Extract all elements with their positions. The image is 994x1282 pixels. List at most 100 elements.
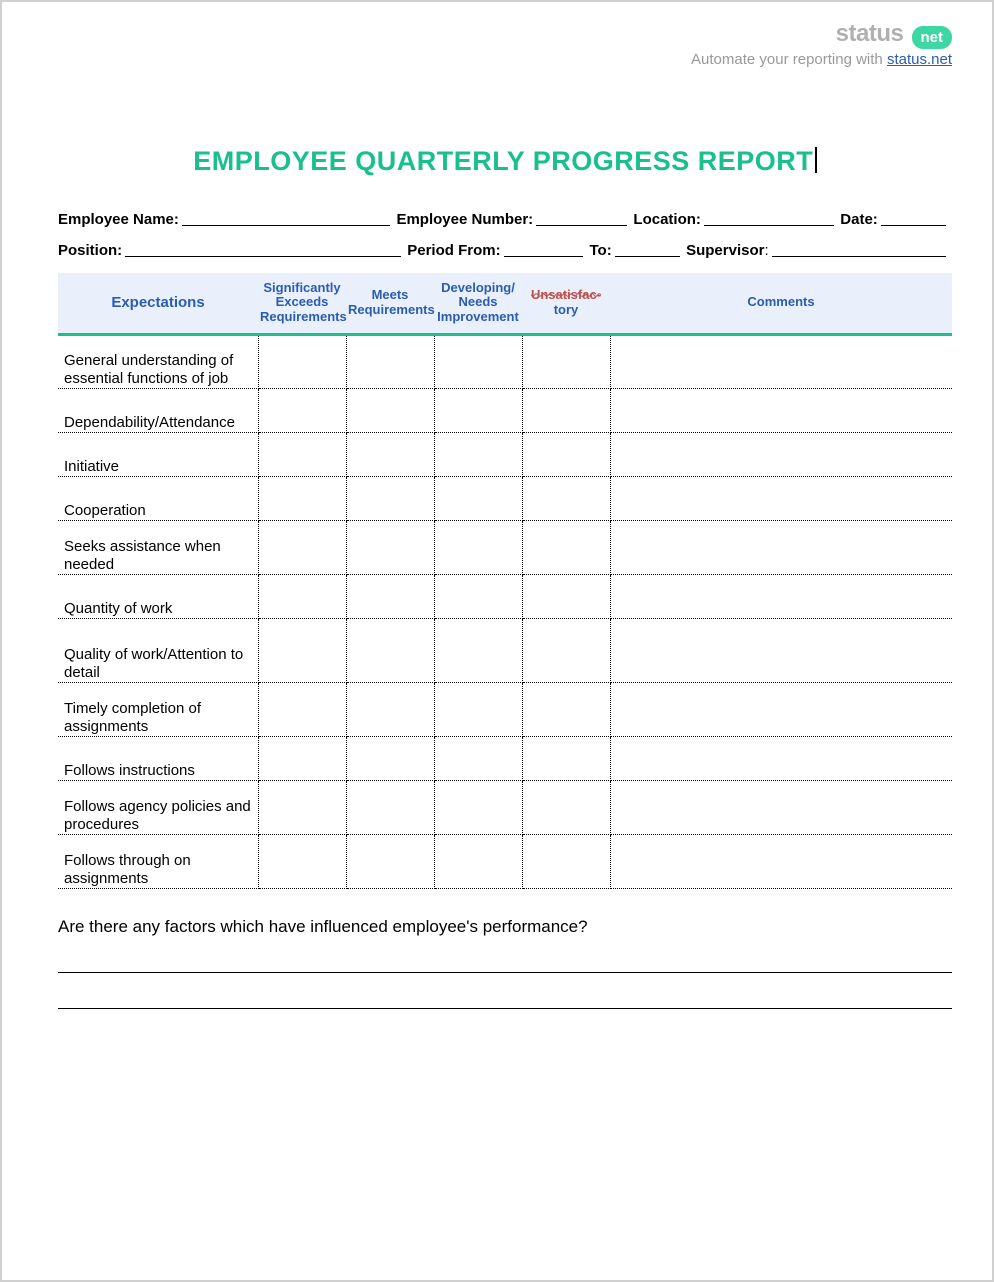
cell[interactable]: [522, 683, 610, 737]
cell[interactable]: [258, 389, 346, 433]
row-label: Follows through on assignments: [58, 835, 258, 889]
cell[interactable]: [610, 335, 952, 389]
cell[interactable]: [346, 477, 434, 521]
cell[interactable]: [346, 335, 434, 389]
cell[interactable]: [610, 433, 952, 477]
cell[interactable]: [258, 575, 346, 619]
form-row-1: Employee Name: Employee Number: Location…: [58, 211, 952, 228]
cell[interactable]: [258, 835, 346, 889]
label-to: To:: [589, 242, 611, 259]
row-label: Timely completion of assignments: [58, 683, 258, 737]
blank-location[interactable]: [704, 211, 834, 226]
cell[interactable]: [610, 737, 952, 781]
table-row: Follows agency policies and procedures: [58, 781, 952, 835]
cell[interactable]: [522, 433, 610, 477]
label-supervisor: Supervisor:: [686, 242, 769, 259]
cell[interactable]: [434, 737, 522, 781]
cell[interactable]: [434, 433, 522, 477]
cell[interactable]: [346, 619, 434, 683]
cell[interactable]: [258, 737, 346, 781]
row-label: Seeks assistance when needed: [58, 521, 258, 575]
row-label: General understanding of essential funct…: [58, 335, 258, 389]
cell[interactable]: [610, 521, 952, 575]
cell[interactable]: [434, 575, 522, 619]
brand-link[interactable]: status.net: [887, 51, 952, 68]
page-title: EMPLOYEE QUARTERLY PROGRESS REPORT: [58, 146, 952, 177]
col-developing: Developing/ Needs Improvement: [434, 273, 522, 335]
row-label: Dependability/Attendance: [58, 389, 258, 433]
document-page: status net Automate your reporting with …: [0, 0, 994, 1282]
title-text: EMPLOYEE QUARTERLY PROGRESS REPORT: [193, 146, 813, 176]
cell[interactable]: [610, 835, 952, 889]
unsat-rest-text: tory: [554, 302, 579, 317]
cell[interactable]: [522, 575, 610, 619]
cell[interactable]: [522, 335, 610, 389]
blank-employee-number[interactable]: [536, 211, 627, 226]
cell[interactable]: [522, 781, 610, 835]
question-text: Are there any factors which have influen…: [58, 917, 952, 937]
cell[interactable]: [346, 835, 434, 889]
cell[interactable]: [346, 683, 434, 737]
cell[interactable]: [346, 737, 434, 781]
blank-employee-name[interactable]: [182, 211, 391, 226]
cell[interactable]: [434, 389, 522, 433]
brand-block: status net Automate your reporting with …: [58, 20, 952, 68]
cell[interactable]: [522, 521, 610, 575]
blank-position[interactable]: [125, 242, 401, 257]
tagline-prefix: Automate your reporting with: [691, 51, 887, 68]
answer-line-2[interactable]: [58, 987, 952, 1009]
cell[interactable]: [258, 433, 346, 477]
cell[interactable]: [522, 835, 610, 889]
cell[interactable]: [258, 335, 346, 389]
cell[interactable]: [522, 477, 610, 521]
blank-date[interactable]: [881, 211, 946, 226]
blank-to[interactable]: [615, 242, 680, 257]
label-employee-number: Employee Number:: [396, 211, 533, 228]
row-label: Follows agency policies and procedures: [58, 781, 258, 835]
cell[interactable]: [434, 521, 522, 575]
col-unsatisfactory: Unsatisfac- tory: [522, 273, 610, 335]
cell[interactable]: [434, 683, 522, 737]
brand-logo-text: status: [836, 20, 904, 47]
cell[interactable]: [258, 477, 346, 521]
cell[interactable]: [258, 521, 346, 575]
cell[interactable]: [522, 619, 610, 683]
cell[interactable]: [610, 619, 952, 683]
cell[interactable]: [610, 575, 952, 619]
cell[interactable]: [434, 477, 522, 521]
cell[interactable]: [522, 737, 610, 781]
cell[interactable]: [346, 433, 434, 477]
cell[interactable]: [610, 389, 952, 433]
cell[interactable]: [258, 619, 346, 683]
blank-period-from[interactable]: [504, 242, 584, 257]
cell[interactable]: [610, 683, 952, 737]
cell[interactable]: [346, 575, 434, 619]
cell[interactable]: [258, 683, 346, 737]
form-row-2: Position: Period From: To: Supervisor:: [58, 242, 952, 259]
table-row: Quality of work/Attention to detail: [58, 619, 952, 683]
cell[interactable]: [434, 781, 522, 835]
unsat-struck-text: Unsatisfac-: [531, 287, 601, 302]
label-position: Position:: [58, 242, 122, 259]
cell[interactable]: [346, 389, 434, 433]
table-row: Dependability/Attendance: [58, 389, 952, 433]
table-row: Follows through on assignments: [58, 835, 952, 889]
col-expectations: Expectations: [58, 273, 258, 335]
cell[interactable]: [346, 781, 434, 835]
cell[interactable]: [258, 781, 346, 835]
cell[interactable]: [434, 619, 522, 683]
brand-badge: net: [912, 26, 953, 49]
cell[interactable]: [522, 389, 610, 433]
cell[interactable]: [434, 835, 522, 889]
cell[interactable]: [610, 477, 952, 521]
form-header-fields: Employee Name: Employee Number: Location…: [58, 211, 952, 259]
blank-supervisor[interactable]: [772, 242, 946, 257]
table-row: Quantity of work: [58, 575, 952, 619]
cell[interactable]: [346, 521, 434, 575]
cell[interactable]: [610, 781, 952, 835]
cell[interactable]: [434, 335, 522, 389]
table-row: Initiative: [58, 433, 952, 477]
table-row: Cooperation: [58, 477, 952, 521]
answer-line-1[interactable]: [58, 951, 952, 973]
text-cursor-icon: [815, 147, 817, 173]
